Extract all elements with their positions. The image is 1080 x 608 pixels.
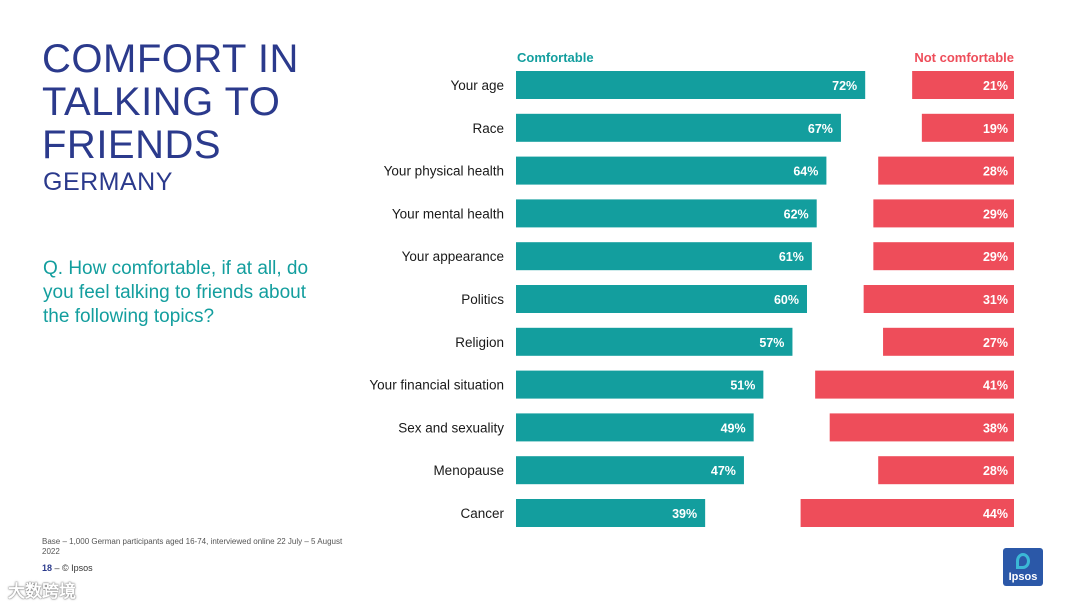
not-comfortable-bar [921,113,1014,142]
survey-question: Q. How comfortable, if at all, do you fe… [43,258,309,327]
not-comfortable-bar [829,413,1014,442]
category-label: Race [472,121,504,136]
comfortable-bar [516,242,812,271]
legend-comfortable: Comfortable [517,50,594,65]
category-label: Religion [455,335,504,350]
not-comfortable-value-label: 31% [983,293,1008,307]
footer-separator: – [52,563,63,573]
not-comfortable-value-label: 29% [983,207,1008,221]
category-label: Cancer [460,506,504,521]
comfortable-value-label: 49% [721,421,746,435]
page-number: 18 [42,563,53,573]
not-comfortable-bar [863,285,1014,313]
comfortable-bar [516,113,841,142]
comfortable-value-label: 67% [808,122,833,136]
not-comfortable-value-label: 44% [983,507,1008,521]
comfortable-value-label: 47% [711,464,736,478]
base-note: Base – 1,000 German participants aged 16… [42,537,343,556]
page-subtitle: GERMANY [43,168,173,196]
comfortable-value-label: 62% [784,207,809,221]
comfortable-value-label: 39% [672,507,697,521]
category-label: Your physical health [384,164,504,179]
not-comfortable-bar [878,156,1014,185]
comfortable-value-label: 60% [774,293,799,307]
legend-not-comfortable: Not comfortable [914,50,1014,65]
category-label: Politics [461,292,504,307]
footer: 18 – © Ipsos [42,563,93,573]
comfortable-bar [516,456,744,485]
not-comfortable-value-label: 28% [983,464,1008,478]
page-title: COMFORT IN TALKING TO FRIENDS [42,37,299,167]
comfortable-value-label: 57% [759,336,784,350]
comfortable-bar [516,199,817,228]
not-comfortable-bar [878,456,1014,485]
category-label: Your financial situation [369,378,504,393]
comfortable-bar [516,327,793,356]
not-comfortable-value-label: 27% [983,336,1008,350]
comfortable-value-label: 61% [779,250,804,264]
comfortable-value-label: 64% [793,165,818,179]
not-comfortable-bar [800,499,1014,527]
category-label: Your appearance [402,249,504,264]
not-comfortable-value-label: 19% [983,122,1008,136]
category-label: Your age [450,78,504,93]
comfortable-value-label: 51% [730,379,755,393]
not-comfortable-bar [912,71,1014,99]
not-comfortable-value-label: 29% [983,250,1008,264]
comfortable-bar [516,499,706,527]
comfortable-bar [516,370,764,399]
not-comfortable-value-label: 41% [983,379,1008,393]
category-label: Your mental health [392,206,504,221]
comfortable-value-label: 72% [832,79,857,93]
comfortable-bar [516,156,827,185]
category-label: Menopause [433,463,504,478]
watermark: 大数跨境 [8,582,76,601]
copyright: © Ipsos [62,563,93,573]
not-comfortable-value-label: 28% [983,165,1008,179]
comfortable-bar [516,285,807,313]
ipsos-logo: Ipsos [1003,548,1043,586]
not-comfortable-bar [883,327,1014,356]
not-comfortable-value-label: 21% [983,79,1008,93]
comfortable-bar [516,413,754,442]
not-comfortable-bar [815,370,1014,399]
ipsos-logo-mark [1016,553,1030,569]
category-label: Sex and sexuality [398,420,504,435]
not-comfortable-value-label: 38% [983,421,1008,435]
not-comfortable-bar [873,242,1014,271]
ipsos-logo-text: Ipsos [1008,571,1038,583]
not-comfortable-bar [873,199,1014,228]
comfortable-bar [516,71,866,99]
